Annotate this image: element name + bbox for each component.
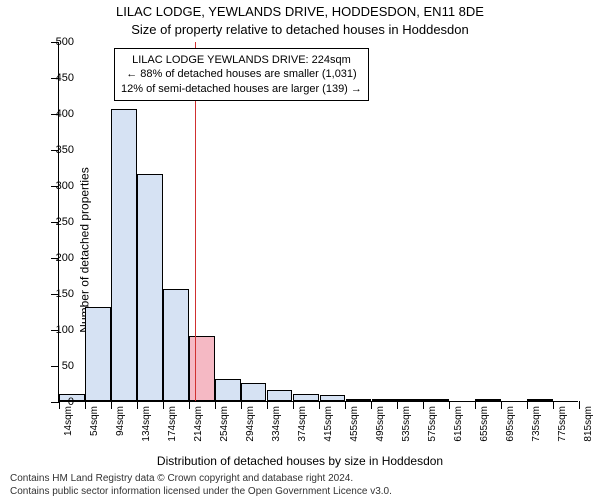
footer-line1: Contains HM Land Registry data © Crown c… [10,473,392,486]
y-tick-label: 350 [56,144,74,156]
y-tick-label: 300 [56,180,74,192]
x-tick [579,401,580,409]
chart-title-line1: LILAC LODGE, YEWLANDS DRIVE, HODDESDON, … [0,4,600,19]
annotation-line2: ← 88% of detached houses are smaller (1,… [121,67,362,81]
y-tick-label: 200 [56,252,74,264]
annotation-line3: 12% of semi-detached houses are larger (… [121,82,362,96]
x-tick [527,401,528,409]
x-tick [163,401,164,409]
x-tick-label: 254sqm [219,406,230,442]
y-tick-label: 500 [56,36,74,48]
histogram-bar [111,109,136,401]
x-tick [397,401,398,409]
x-tick [267,401,268,409]
footer-line2: Contains public sector information licen… [10,486,392,499]
x-tick-label: 94sqm [115,406,126,436]
x-tick-label: 134sqm [141,406,152,442]
histogram-bar [293,394,319,401]
x-tick [293,401,294,409]
x-tick [345,401,346,409]
x-tick-label: 495sqm [375,406,386,442]
x-tick-label: 535sqm [401,406,412,442]
x-tick-label: 174sqm [167,406,178,442]
y-tick-label: 250 [56,216,74,228]
x-tick [319,401,320,409]
x-tick [241,401,242,409]
x-tick-label: 214sqm [193,406,204,442]
histogram-bar [372,399,397,401]
x-tick [85,401,86,409]
histogram-bar [189,336,214,401]
y-tick-label: 450 [56,72,74,84]
histogram-bar [397,399,422,401]
histogram-bar [346,399,371,401]
plot-area: LILAC LODGE YEWLANDS DRIVE: 224sqm ← 88%… [58,42,578,402]
x-tick-label: 334sqm [271,406,282,442]
histogram-bar [475,399,500,401]
x-tick-label: 294sqm [245,406,256,442]
x-tick [111,401,112,409]
x-tick [475,401,476,409]
y-tick-label: 50 [62,360,74,372]
y-tick-label: 100 [56,324,74,336]
x-tick-label: 54sqm [89,406,100,436]
y-tick-label: 150 [56,288,74,300]
x-tick-label: 695sqm [505,406,516,442]
histogram-bar [85,307,110,401]
x-tick-label: 455sqm [349,406,360,442]
histogram-bar [267,390,292,401]
histogram-bar [241,383,266,401]
x-tick [215,401,216,409]
histogram-bar [137,174,162,401]
x-tick-label: 575sqm [427,406,438,442]
x-tick [553,401,554,409]
x-tick [137,401,138,409]
x-tick-label: 815sqm [583,406,594,442]
chart-title-line2: Size of property relative to detached ho… [0,22,600,37]
histogram-bar [527,399,552,401]
x-axis-label: Distribution of detached houses by size … [0,454,600,468]
histogram-bar [163,289,188,401]
x-tick-label: 735sqm [531,406,542,442]
x-tick [449,401,450,409]
histogram-bar [215,379,240,401]
x-tick [59,401,60,409]
x-tick [501,401,502,409]
x-tick-label: 775sqm [557,406,568,442]
x-tick-label: 655sqm [479,406,490,442]
x-tick-label: 374sqm [297,406,308,442]
histogram-bar [423,399,448,401]
y-tick-label: 0 [68,396,74,408]
y-tick-label: 400 [56,108,74,120]
footer-attribution: Contains HM Land Registry data © Crown c… [10,473,392,498]
x-tick-label: 615sqm [453,406,464,442]
y-tick [51,366,59,367]
histogram-bar [320,395,345,401]
x-tick-label: 415sqm [323,406,334,442]
y-tick [51,402,59,403]
annotation-line1: LILAC LODGE YEWLANDS DRIVE: 224sqm [121,53,362,67]
x-tick-label: 14sqm [63,406,74,436]
x-tick [189,401,190,409]
annotation-box: LILAC LODGE YEWLANDS DRIVE: 224sqm ← 88%… [114,48,369,101]
x-tick [371,401,372,409]
x-tick [423,401,424,409]
